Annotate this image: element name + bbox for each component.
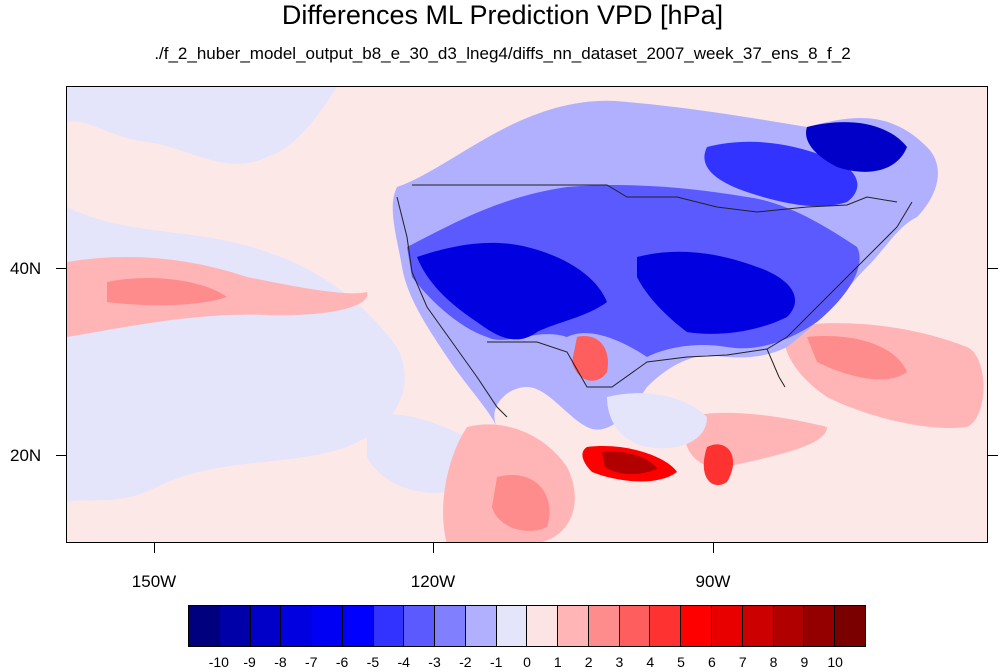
colorbar-label: 9	[800, 654, 809, 670]
colorbar-box	[496, 606, 528, 646]
colorbar-label: -5	[366, 654, 380, 670]
lat-label-20n: 20N	[10, 446, 42, 465]
colorbar-box	[742, 606, 774, 646]
colorbar-label: 7	[738, 654, 747, 670]
lon-tick	[433, 543, 434, 553]
colorbar-box	[804, 606, 836, 646]
lat-tick	[988, 268, 998, 269]
colorbar-box	[250, 606, 282, 646]
border-line	[412, 184, 898, 213]
positive-region	[703, 444, 734, 486]
negative-region	[637, 251, 796, 334]
coastline	[766, 348, 786, 388]
colorbar-box	[588, 606, 620, 646]
positive-region	[572, 336, 608, 381]
map-subtitle: ./f_2_huber_model_output_b8_e_30_d3_lneg…	[154, 44, 851, 63]
positive-region	[107, 277, 227, 306]
map-title: Differences ML Prediction VPD [hPa]	[281, 0, 724, 30]
light-blue-region	[67, 87, 337, 164]
colorbar-label: -4	[397, 654, 410, 670]
colorbar-label: 5	[677, 654, 685, 670]
colorbar-label: 3	[615, 654, 624, 670]
colorbar-box	[527, 606, 559, 646]
colorbar-label: -10	[208, 654, 229, 670]
vpd-difference-map	[66, 86, 988, 543]
colorbar-label: -8	[274, 654, 287, 670]
coastline	[487, 316, 808, 388]
colorbar-label: -2	[459, 654, 472, 670]
negative-region	[417, 242, 607, 340]
colorbar-labels: -10 -9 -8 -7 -6 -5 -4 -3 -2 -1 0 1 2 3 4 5 6 7 8 9 10	[0, 654, 1005, 672]
positive-region	[602, 451, 657, 475]
lat-tick	[56, 268, 66, 269]
colorbar-label: -1	[489, 654, 503, 670]
map-canvas	[67, 87, 987, 542]
colorbar-box	[712, 606, 743, 646]
colorbar-label: 0	[523, 654, 531, 670]
colorbar-box	[312, 606, 343, 646]
colorbar-box	[465, 606, 497, 646]
colorbar-box	[650, 606, 682, 646]
colorbar-box	[435, 606, 466, 646]
colorbar-label: 8	[769, 654, 778, 670]
lat-tick	[56, 455, 66, 456]
lat-tick	[988, 455, 998, 456]
colorbar-box	[558, 606, 589, 646]
negative-region	[806, 122, 907, 172]
colorbar-box	[373, 606, 405, 646]
colorbar-box	[404, 606, 436, 646]
colorbar-box	[773, 606, 805, 646]
coastline	[396, 196, 508, 418]
lon-label-90w: 90W	[695, 572, 731, 591]
colorbar-label: 2	[584, 654, 593, 670]
positive-region	[492, 475, 550, 531]
colorbar-box	[681, 606, 713, 646]
colorbar-label: 6	[708, 654, 716, 670]
lon-tick	[713, 543, 714, 553]
colorbar-label: 4	[646, 654, 655, 670]
lat-label-40n: 40N	[10, 259, 42, 278]
lon-tick	[154, 543, 155, 553]
lon-label-150w: 150W	[131, 572, 177, 591]
colorbar-label: -3	[428, 654, 441, 670]
colorbar-label: -6	[335, 654, 349, 670]
negative-region	[704, 141, 858, 207]
colorbar	[188, 605, 866, 647]
colorbar-label: 1	[553, 654, 562, 670]
colorbar-label: -9	[243, 654, 256, 670]
colorbar-box	[835, 606, 865, 646]
colorbar-box	[189, 606, 220, 646]
lon-label-120w: 120W	[410, 572, 456, 591]
colorbar-box	[281, 606, 313, 646]
positive-region	[807, 336, 907, 380]
colorbar-box	[619, 606, 651, 646]
colorbar-label: 10	[827, 654, 843, 670]
coastline	[806, 201, 913, 318]
colorbar-box	[342, 606, 374, 646]
colorbar-box	[219, 606, 251, 646]
light-blue-region	[607, 393, 707, 449]
colorbar-label: -7	[305, 654, 318, 670]
